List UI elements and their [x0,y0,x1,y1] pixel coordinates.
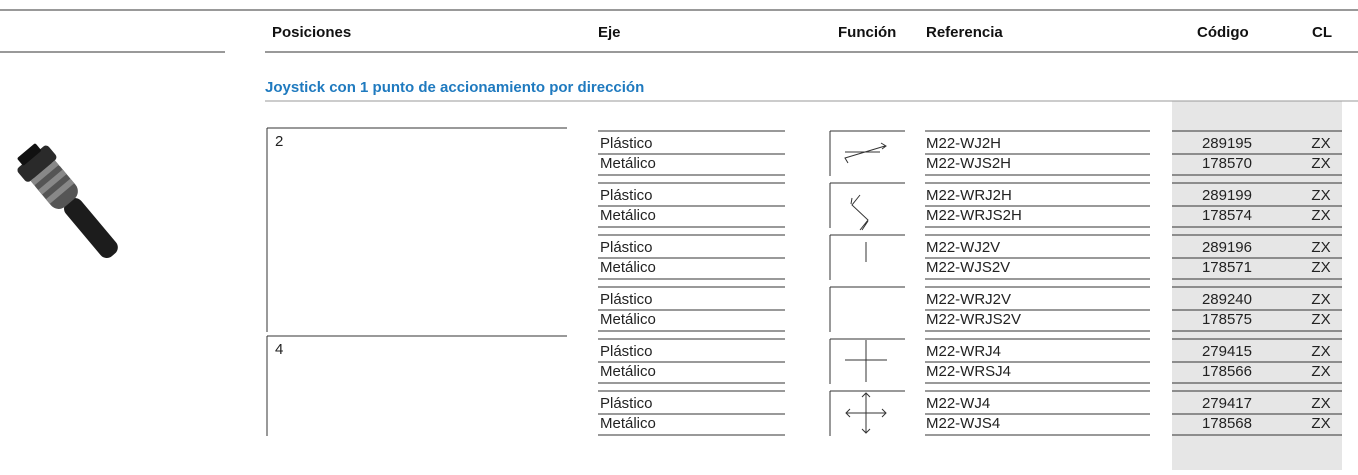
cl-cell: ZX [1311,291,1330,308]
code-cell: 289240 [1202,291,1252,308]
function-icon [845,340,887,382]
cl-cell: ZX [1311,259,1330,276]
cl-cell: ZX [1311,395,1330,412]
axis-cell: Metálico [600,363,656,380]
cl-cell: ZX [1311,239,1330,256]
reference-cell: M22-WJ2V [926,239,1000,256]
code-cell: 178566 [1202,363,1252,380]
axis-cell: Plástico [600,395,653,412]
code-cell: 289195 [1202,135,1252,152]
code-cell: 279415 [1202,343,1252,360]
axis-cell: Metálico [600,415,656,432]
position-cell: 4 [275,341,283,358]
reference-cell: M22-WRJS2H [926,207,1022,224]
position-cell: 2 [275,133,283,150]
header-cell: Eje [598,24,621,41]
reference-cell: M22-WRJS2V [926,311,1021,328]
cl-cell: ZX [1311,415,1330,432]
reference-cell: M22-WJS4 [926,415,1000,432]
function-icon [844,142,887,164]
cl-cell: ZX [1311,135,1330,152]
axis-cell: Plástico [600,135,653,152]
reference-cell: M22-WJ2H [926,135,1001,152]
reference-cell: M22-WRSJ4 [926,363,1011,380]
code-cell: 178575 [1202,311,1252,328]
cl-cell: ZX [1311,311,1330,328]
axis-cell: Metálico [600,207,656,224]
cl-cell: ZX [1311,343,1330,360]
function-icon [845,392,887,434]
axis-cell: Metálico [600,259,656,276]
code-cell: 289199 [1202,187,1252,204]
code-cell: 279417 [1202,395,1252,412]
reference-cell: M22-WJ4 [926,395,990,412]
header-cell: Código [1197,24,1249,41]
code-cell: 178570 [1202,155,1252,172]
cl-cell: ZX [1311,363,1330,380]
axis-cell: Plástico [600,187,653,204]
section-title: Joystick con 1 punto de accionamiento po… [265,79,644,96]
cl-cell: ZX [1311,187,1330,204]
header-cell: CL [1312,24,1332,41]
header-cell: Posiciones [272,24,351,41]
reference-cell: M22-WRJ2V [926,291,1011,308]
axis-cell: Metálico [600,311,656,328]
header-cell: Función [838,24,896,41]
code-cell: 178568 [1202,415,1252,432]
reference-cell: M22-WJS2V [926,259,1010,276]
header-cell: Referencia [926,24,1003,41]
code-cell: 289196 [1202,239,1252,256]
axis-cell: Metálico [600,155,656,172]
function-icon [850,194,869,231]
axis-cell: Plástico [600,239,653,256]
reference-cell: M22-WRJ4 [926,343,1001,360]
axis-cell: Plástico [600,343,653,360]
code-cell: 178574 [1202,207,1252,224]
code-column-shade [1172,101,1342,470]
cl-cell: ZX [1311,155,1330,172]
code-cell: 178571 [1202,259,1252,276]
reference-cell: M22-WJS2H [926,155,1011,172]
reference-cell: M22-WRJ2H [926,187,1012,204]
joystick-image [17,143,118,258]
axis-cell: Plástico [600,291,653,308]
cl-cell: ZX [1311,207,1330,224]
